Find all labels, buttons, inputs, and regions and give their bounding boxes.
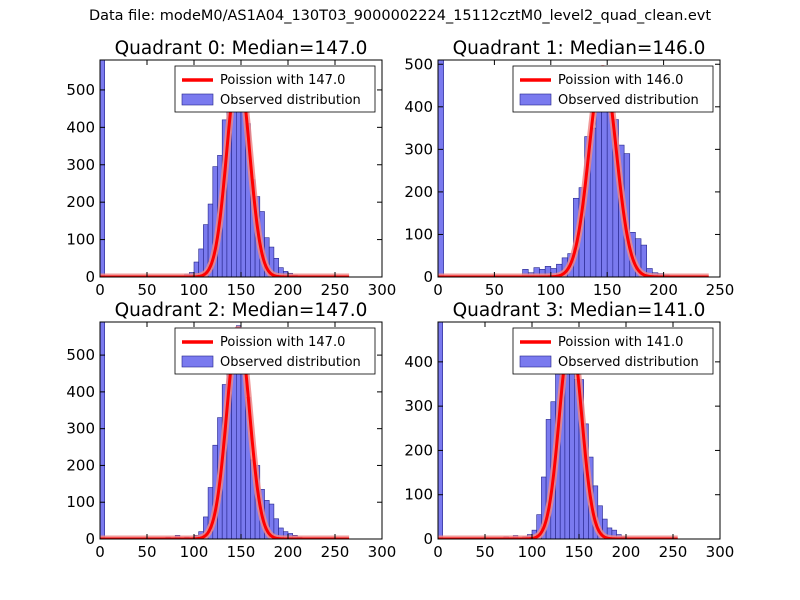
x-tick-label: 200 [274, 281, 303, 299]
x-tick-label: 300 [368, 281, 397, 299]
quadrant-2-panel: 0 50 100 150 200 250 300 0 100 200 300 400 500 Quadra… [66, 300, 396, 561]
quadrant-1-panel: 0 50 100 150 200 250 0 100 200 300 400 500 Quadrant … [404, 38, 734, 299]
x-tick-label: 150 [227, 543, 256, 561]
legend: Poission with 147.0 Observed distribution [174, 327, 376, 375]
legend-label-poisson: Poission with 146.0 [558, 73, 683, 88]
x-tick-label: 300 [706, 543, 735, 561]
y-tick-label: 100 [66, 493, 95, 511]
x-tick-label: 50 [475, 543, 494, 561]
y-tick-label: 400 [66, 383, 95, 401]
y-tick-label: 100 [66, 231, 95, 249]
x-tick-label: 150 [227, 281, 256, 299]
legend-frame [174, 327, 376, 375]
histogram-bar [569, 352, 575, 539]
histogram-bar [438, 60, 444, 277]
y-tick-label: 400 [404, 353, 433, 371]
plot-area [438, 322, 681, 539]
y-tick-label: 200 [404, 183, 433, 201]
subplot-title: Quadrant 3: Median=141.0 [453, 300, 706, 321]
x-tick-label: 50 [485, 281, 504, 299]
y-tick-label: 300 [66, 420, 95, 438]
y-tick-label: 500 [404, 55, 433, 73]
legend-label-poisson: Poission with 141.0 [558, 335, 683, 350]
legend: Poission with 141.0 Observed distribution [512, 327, 714, 375]
y-tick-label: 500 [66, 81, 95, 99]
x-tick-label: 0 [95, 281, 105, 299]
legend-label-observed: Observed distribution [558, 93, 699, 108]
x-tick-label: 250 [321, 281, 350, 299]
subplot-title: Quadrant 2: Median=147.0 [115, 300, 368, 321]
quadrant-0-panel: 0 50 100 150 200 250 300 0 100 200 300 400 500 Quadra… [66, 38, 396, 299]
axes-frame [437, 59, 721, 278]
legend-label-observed: Observed distribution [220, 355, 361, 370]
x-tick-label: 250 [706, 281, 735, 299]
x-tick-label: 50 [137, 281, 156, 299]
y-tick-label: 0 [85, 268, 95, 286]
histogram-bar [595, 93, 602, 277]
legend-bar-swatch [519, 355, 552, 368]
legend-bar-swatch [181, 93, 214, 106]
histogram-bar [438, 322, 443, 539]
subplot-title: Quadrant 0: Median=147.0 [115, 38, 368, 59]
x-tick-label: 200 [649, 281, 678, 299]
legend-label-observed: Observed distribution [220, 93, 361, 108]
x-tick-label: 50 [137, 543, 156, 561]
figure-suptitle: Data file: modeM0/AS1A04_130T03_90000022… [88, 8, 712, 24]
legend-bar-swatch [181, 355, 214, 368]
y-tick-label: 300 [404, 140, 433, 158]
x-tick-label: 200 [274, 543, 303, 561]
y-tick-label: 200 [66, 193, 95, 211]
legend-label-observed: Observed distribution [558, 355, 699, 370]
legend-label-poisson: Poission with 147.0 [220, 73, 345, 88]
y-tick-label: 500 [66, 346, 95, 364]
y-tick-label: 100 [404, 486, 433, 504]
legend-label-poisson: Poission with 147.0 [220, 335, 345, 350]
poisson-curve [100, 327, 351, 539]
y-tick-label: 0 [423, 530, 433, 548]
histogram-bar [100, 322, 105, 539]
x-tick-label: 150 [593, 281, 622, 299]
y-tick-label: 400 [66, 118, 95, 136]
x-tick-label: 250 [659, 543, 688, 561]
histogram-bar [100, 60, 105, 277]
x-tick-label: 0 [433, 543, 443, 561]
x-tick-label: 100 [180, 543, 209, 561]
x-tick-label: 100 [518, 543, 547, 561]
y-tick-label: 200 [66, 456, 95, 474]
x-tick-label: 100 [536, 281, 565, 299]
y-tick-label: 0 [85, 530, 95, 548]
x-tick-label: 150 [565, 543, 594, 561]
x-tick-label: 100 [180, 281, 209, 299]
x-tick-label: 0 [95, 543, 105, 561]
y-tick-label: 300 [404, 397, 433, 415]
histogram-bar [640, 244, 647, 277]
x-tick-label: 250 [321, 543, 350, 561]
y-tick-label: 200 [404, 441, 433, 459]
legend: Poission with 146.0 Observed distribution [512, 65, 714, 113]
legend: Poission with 147.0 Observed distribution [174, 65, 376, 113]
plot-area [100, 322, 353, 539]
subplot-title: Quadrant 1: Median=146.0 [453, 38, 706, 59]
y-tick-label: 100 [404, 225, 433, 243]
y-tick-label: 0 [423, 268, 433, 286]
y-tick-label: 400 [404, 98, 433, 116]
legend-bar-swatch [519, 93, 552, 106]
poisson-curve [438, 333, 679, 539]
y-tick-label: 300 [66, 156, 95, 174]
x-tick-label: 300 [368, 543, 397, 561]
x-tick-label: 0 [433, 281, 443, 299]
poisson-curve [100, 67, 351, 277]
x-tick-label: 200 [612, 543, 641, 561]
quadrant-3-panel: 0 50 100 150 200 250 300 0 100 200 300 400 Quadrant … [404, 300, 734, 561]
